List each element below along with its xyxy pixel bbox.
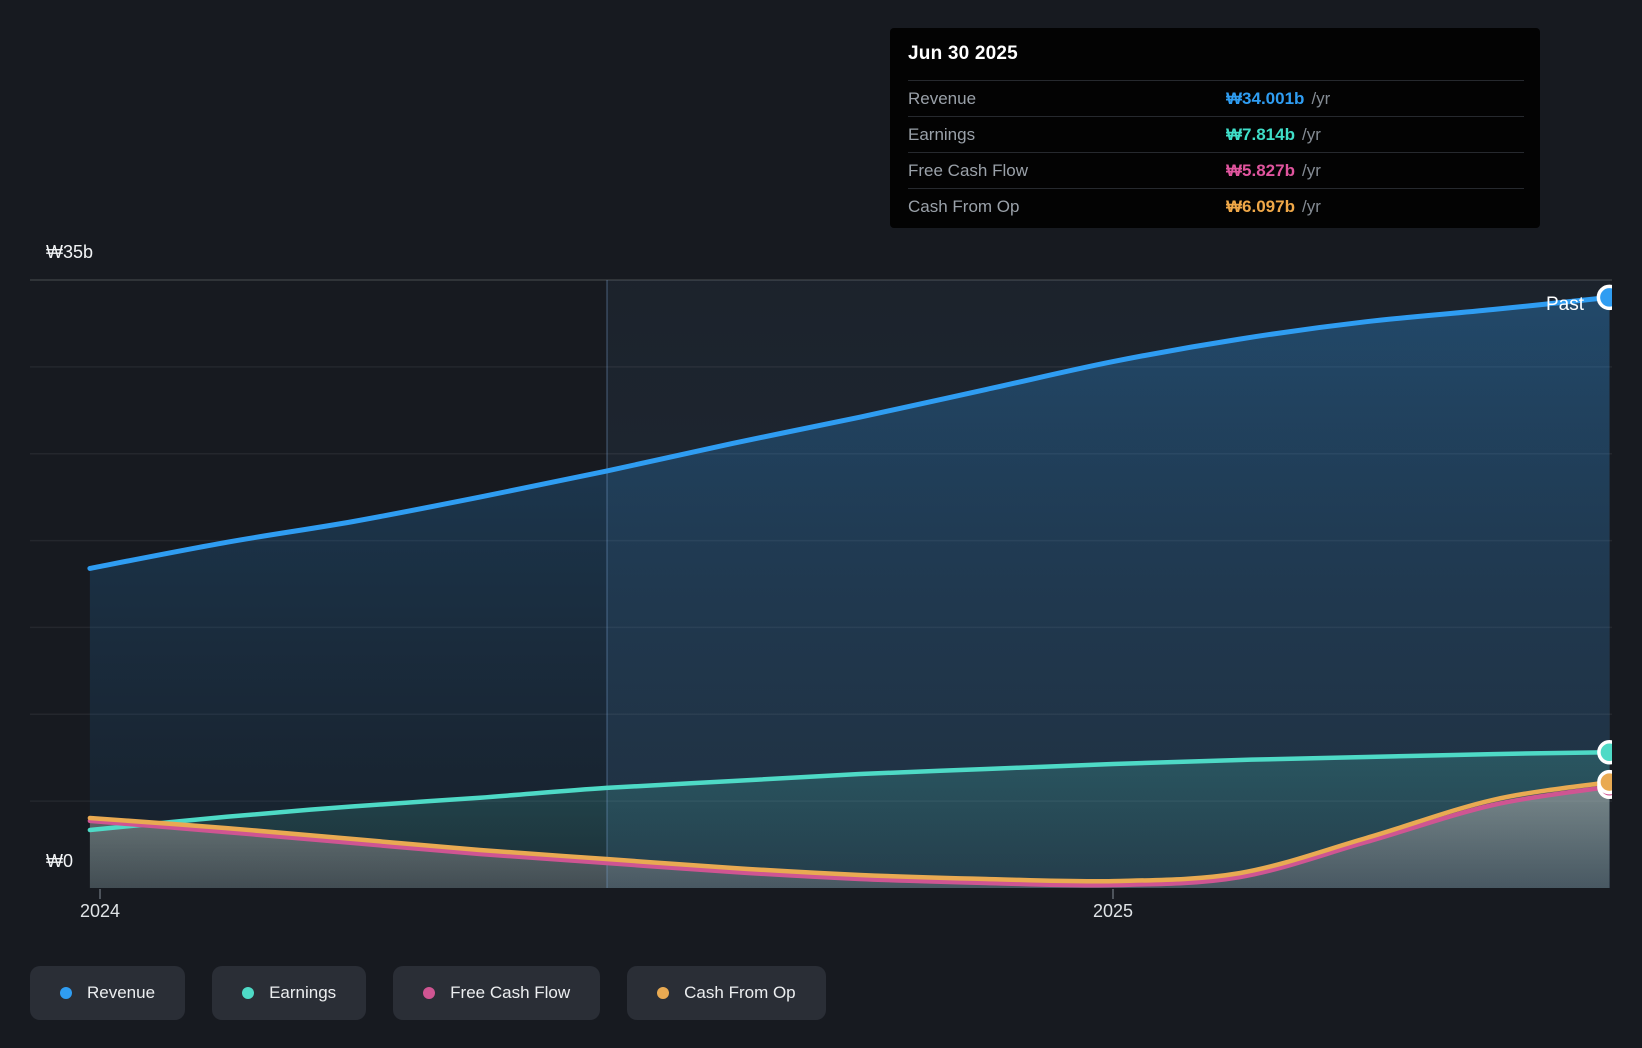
x-axis-label-2024: 2024 bbox=[79, 901, 121, 921]
earnings-dot-icon bbox=[242, 987, 255, 999]
tooltip-value: ₩7.814b bbox=[1226, 124, 1295, 144]
legend-pill-cash-from-op[interactable]: Cash From Op bbox=[627, 966, 826, 1020]
legend-label: Earnings bbox=[269, 983, 337, 1002]
tooltip-row-cash-from-op: Cash From Op ₩6.097b /yr bbox=[908, 188, 1524, 224]
revenue-line bbox=[87, 294, 1612, 571]
cash-from-op-line bbox=[87, 779, 1612, 884]
tooltip-suffix: /yr bbox=[1301, 124, 1321, 144]
tooltip-date: Jun 30 2025 bbox=[908, 43, 1018, 64]
right-edge-mask bbox=[1612, 250, 1642, 930]
y-axis-label-zero: ₩0 bbox=[46, 851, 73, 871]
free-cash-flow-dot-icon bbox=[423, 987, 436, 999]
revenue-dot-icon bbox=[60, 987, 72, 999]
past-annotation: Past bbox=[1546, 294, 1585, 315]
tooltip-row-earnings: Earnings ₩7.814b /yr bbox=[908, 116, 1524, 152]
tooltip-label: Earnings bbox=[908, 124, 976, 144]
free-cash-flow-area bbox=[89, 786, 1610, 888]
tooltip-value: ₩6.097b bbox=[1226, 196, 1295, 216]
cash-from-op-dot-icon bbox=[657, 987, 670, 999]
tooltip-label: Free Cash Flow bbox=[908, 160, 1028, 180]
legend-pill-revenue[interactable]: Revenue bbox=[30, 966, 186, 1020]
tooltip-suffix: /yr bbox=[1311, 88, 1331, 108]
tooltip-row-free-cash-flow: Free Cash Flow ₩5.827b /yr bbox=[908, 152, 1524, 188]
legend-label: Free Cash Flow bbox=[450, 983, 571, 1002]
hover-tooltip: Jun 30 2025 Revenue ₩34.001b /yr Earning… bbox=[890, 28, 1540, 228]
tooltip-value: ₩34.001b bbox=[1226, 88, 1305, 108]
tooltip-label: Cash From Op bbox=[908, 196, 1020, 216]
earnings-line bbox=[87, 750, 1612, 833]
x-axis-label-2025: 2025 bbox=[1092, 901, 1134, 921]
free-cash-flow-line bbox=[87, 784, 1612, 888]
tooltip-suffix: /yr bbox=[1301, 196, 1321, 216]
revenue-area bbox=[89, 297, 1610, 888]
legend-label: Revenue bbox=[87, 983, 156, 1002]
legend-pill-free-cash-flow[interactable]: Free Cash Flow bbox=[393, 966, 601, 1020]
legend-label: Cash From Op bbox=[684, 983, 796, 1002]
tooltip-label: Revenue bbox=[908, 88, 977, 108]
tooltip-suffix: /yr bbox=[1301, 160, 1321, 180]
tooltip-row-revenue: Revenue ₩34.001b /yr bbox=[908, 80, 1524, 116]
legend-pill-earnings[interactable]: Earnings bbox=[212, 966, 367, 1020]
legend: Revenue Earnings Free Cash Flow Cash Fro… bbox=[30, 966, 826, 1020]
tooltip-value: ₩5.827b bbox=[1226, 160, 1295, 180]
series-lines bbox=[87, 294, 1612, 888]
y-axis-label-max: ₩35b bbox=[46, 242, 94, 262]
